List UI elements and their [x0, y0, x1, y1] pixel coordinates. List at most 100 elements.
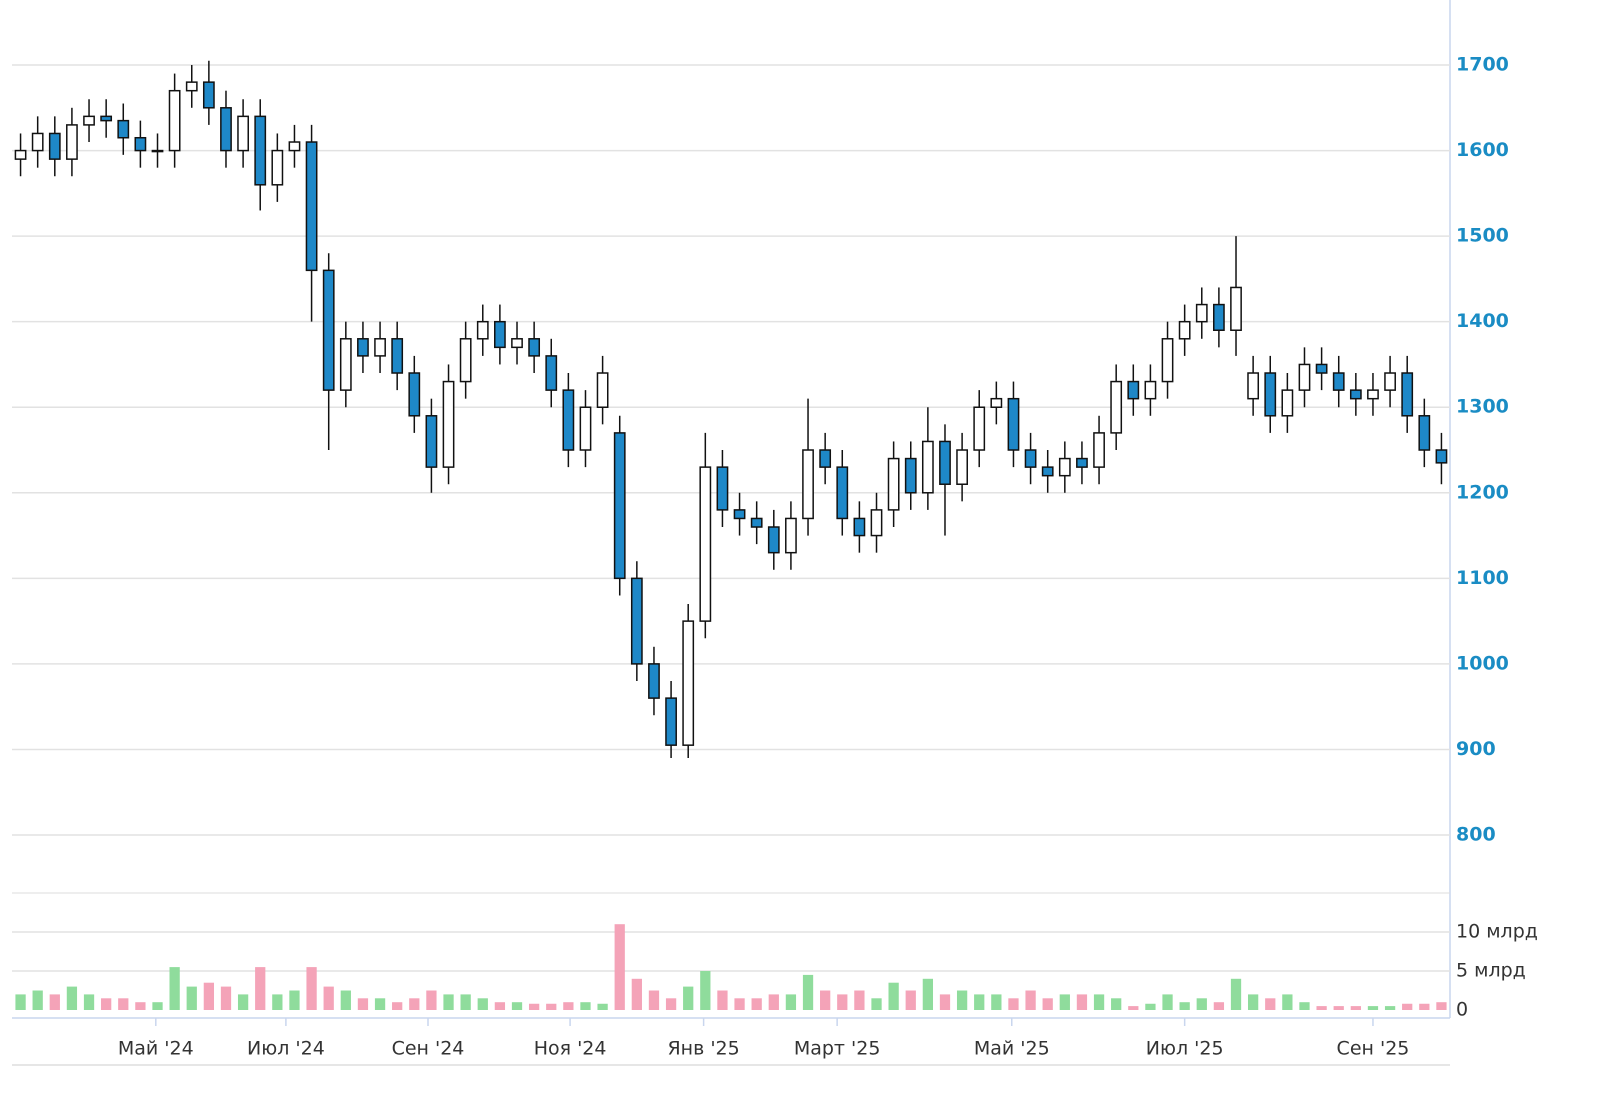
volume-bar	[306, 967, 317, 1010]
x-tick-label: Июл '24	[247, 1038, 325, 1060]
candle-body	[973, 406, 986, 451]
x-tick-label: Май '24	[118, 1038, 194, 1060]
y-tick-label: 1500	[1456, 225, 1509, 247]
candle-body	[802, 449, 814, 520]
candle-body	[1315, 363, 1328, 374]
candle-body	[305, 141, 318, 272]
candle-body	[819, 449, 832, 468]
y-tick-label: 900	[1456, 738, 1496, 760]
volume-bar	[169, 967, 180, 1010]
candle-body	[562, 389, 575, 451]
volume-bar	[785, 994, 797, 1010]
candle-body	[733, 509, 746, 520]
candle-body	[288, 141, 301, 152]
x-tick-label: Март '25	[794, 1038, 881, 1060]
volume-bar	[374, 998, 386, 1010]
volume-bar	[1179, 1002, 1190, 1010]
candle-body	[14, 149, 27, 160]
candle-body	[648, 663, 660, 699]
volume-bar	[409, 998, 420, 1010]
candle-body	[1349, 389, 1362, 400]
volume-tick-label: 0	[1456, 999, 1468, 1021]
volume-tick-label: 5 млрд	[1456, 960, 1526, 982]
candle-body	[494, 320, 506, 349]
volume-bar	[1093, 994, 1105, 1010]
candle-body	[1213, 303, 1225, 331]
candle-body	[528, 338, 541, 357]
candle-body	[237, 115, 249, 152]
volume-bar	[477, 998, 488, 1010]
candle-body	[339, 338, 352, 391]
volume-bar	[1128, 1006, 1139, 1010]
volume-bar	[118, 998, 129, 1010]
volume-bar	[580, 1002, 591, 1010]
volume-bar	[357, 998, 369, 1010]
candle-body	[1093, 432, 1105, 468]
volume-bar	[135, 1002, 146, 1010]
volume-bar	[1111, 998, 1122, 1010]
volume-bar	[237, 994, 249, 1010]
volume-bar	[1213, 1002, 1225, 1010]
volume-bar	[1042, 998, 1053, 1010]
candle-body	[1435, 449, 1448, 464]
volume-bar	[15, 994, 26, 1010]
volume-bar	[597, 1003, 608, 1010]
volume-bar	[1316, 1006, 1327, 1010]
volume-bar	[32, 990, 43, 1010]
y-tick-label: 1700	[1456, 54, 1509, 76]
candle-body	[613, 432, 626, 580]
volume-bar	[323, 986, 334, 1010]
volume-bar	[1145, 1003, 1156, 1010]
x-tick-label: Ноя '24	[534, 1038, 607, 1060]
volume-bar	[631, 978, 642, 1010]
volume-bar	[939, 994, 951, 1010]
candle-body	[374, 338, 386, 357]
volume-bar	[1384, 1006, 1396, 1010]
volume-bar	[152, 1002, 163, 1010]
candle-body	[220, 107, 232, 152]
volume-bar	[1025, 990, 1036, 1010]
volume-bar	[1333, 1006, 1344, 1010]
candle-body	[1178, 320, 1191, 340]
candle-body	[271, 149, 284, 186]
candle-body	[596, 372, 609, 408]
candle-body	[48, 132, 61, 160]
volume-bar	[1008, 998, 1019, 1010]
candle-body	[990, 397, 1003, 408]
candle-body	[1144, 380, 1157, 400]
volume-bar	[426, 990, 437, 1010]
candle-body	[202, 81, 215, 109]
candle-body	[870, 509, 883, 537]
y-tick-label: 1100	[1456, 567, 1509, 589]
candle-body	[31, 132, 44, 152]
volume-bar	[751, 998, 762, 1010]
candle-body	[904, 457, 917, 494]
volume-bar	[1076, 994, 1088, 1010]
candle-body	[1110, 380, 1123, 434]
candle-body	[1367, 389, 1379, 400]
candle-body	[1041, 466, 1054, 477]
volume-bar	[1230, 978, 1242, 1010]
candle-body	[391, 338, 404, 374]
candle-body	[956, 449, 968, 485]
candle-body	[767, 526, 780, 554]
candle-body	[1230, 286, 1242, 331]
candle-body	[1127, 380, 1140, 400]
volume-bar	[1436, 1002, 1447, 1010]
candle-body	[357, 338, 369, 357]
candle-body	[511, 338, 523, 349]
candle-body	[545, 355, 558, 391]
volume-bar	[717, 990, 728, 1010]
candle-body	[853, 517, 866, 537]
volume-bar	[956, 990, 968, 1010]
volume-bar	[443, 994, 454, 1010]
volume-bar	[511, 1002, 523, 1010]
volume-bar	[905, 990, 916, 1010]
candle-body	[1401, 372, 1414, 417]
volume-bar	[220, 986, 232, 1010]
candle-body	[476, 320, 489, 340]
volume-bar	[888, 982, 899, 1010]
volume-bar	[392, 1002, 403, 1010]
candle-body	[100, 115, 113, 122]
